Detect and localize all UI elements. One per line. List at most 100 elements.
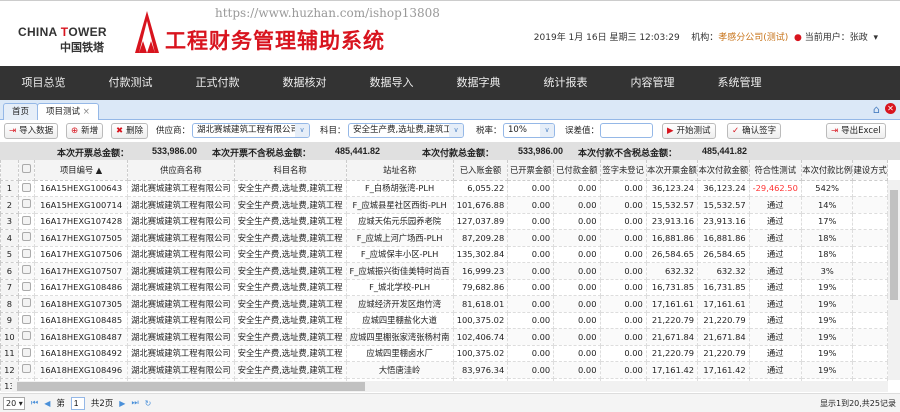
error-value-input[interactable] — [600, 123, 653, 138]
chevron-down-icon[interactable]: ∨ — [540, 124, 554, 137]
nav-item-reports[interactable]: 统计报表 — [543, 76, 588, 89]
column-header[interactable]: 本次付款金额 — [697, 160, 750, 181]
row-checkbox[interactable] — [17, 311, 36, 329]
table-cell: 0.00 — [507, 179, 555, 197]
table-row[interactable]: 7 16A17HEXG108486 湖北赛城建筑工程有限公司 安全生产费,选址费,建筑… — [0, 278, 888, 296]
table-cell: 0.00 — [599, 179, 647, 197]
table-cell: 湖北赛城建筑工程有限公司 — [127, 262, 235, 280]
table-row[interactable]: 10 16A18HEXG108487 湖北赛城建筑工程有限公司 安全生产费,选址费,建… — [0, 328, 888, 346]
import-data-button[interactable]: ⇥ 导入数据 — [4, 123, 59, 139]
row-checkbox[interactable] — [17, 344, 36, 362]
nav-item-data-check[interactable]: 数据核对 — [282, 76, 327, 89]
column-header[interactable]: 站址名称 — [345, 160, 454, 181]
confirm-sign-button[interactable]: ✓ 确认签字 — [727, 123, 782, 139]
table-cell: 安全生产费,选址费,建筑工程 — [233, 328, 347, 346]
export-excel-button[interactable]: ⇥ 导出Excel — [826, 123, 886, 139]
add-button[interactable]: ⊕ 新增 — [66, 123, 104, 139]
first-page-icon[interactable]: ⏮ — [31, 398, 39, 407]
page-input[interactable] — [70, 396, 85, 410]
nav-item-dictionary[interactable]: 数据字典 — [456, 76, 501, 89]
nav-item-content[interactable]: 内容管理 — [630, 76, 675, 89]
row-checkbox[interactable] — [17, 196, 36, 214]
table-row[interactable]: 8 16A18HEXG107305 湖北赛城建筑工程有限公司 安全生产费,选址费,建筑… — [0, 295, 888, 313]
table-row[interactable]: 3 16A17HEXG107428 湖北赛城建筑工程有限公司 安全生产费,选址费,建筑… — [0, 212, 888, 230]
table-cell: 83,976.34 — [452, 361, 509, 379]
chevron-down-icon[interactable]: ∨ — [449, 124, 463, 137]
current-user[interactable]: 当前用户：张政 — [804, 33, 868, 43]
table-row[interactable]: 2 16A15HEXG100714 湖北赛城建筑工程有限公司 安全生产费,选址费,建筑… — [0, 196, 888, 214]
next-page-icon[interactable]: ▶ — [119, 398, 126, 408]
supplier-select[interactable]: 湖北赛城建筑工程有限公司 ∨ — [192, 123, 310, 138]
tax-select[interactable]: 10% ∨ — [503, 123, 555, 138]
refresh-icon[interactable]: ↻ — [144, 398, 152, 408]
close-all-icon[interactable]: ✕ — [885, 103, 896, 114]
table-cell — [852, 212, 888, 230]
table-cell: 通过 — [748, 311, 802, 329]
horizontal-scrollbar[interactable] — [12, 381, 888, 392]
chevron-down-icon[interactable]: ∨ — [295, 124, 309, 137]
row-checkbox[interactable] — [17, 262, 36, 280]
page-size-select[interactable]: 20 ▾ — [3, 396, 25, 410]
column-header[interactable]: 本次付款比例 — [800, 160, 854, 181]
table-cell: 0.00 — [507, 344, 555, 362]
nav-item-payment-test[interactable]: 付款测试 — [108, 76, 153, 89]
subject-label: 科目： — [320, 126, 346, 136]
caret-down-icon[interactable]: ▾ — [870, 33, 878, 43]
row-checkbox[interactable] — [17, 328, 36, 346]
column-header[interactable]: 已开票金额 — [507, 160, 555, 181]
table-cell: 16A15HEXG100714 — [34, 196, 129, 214]
table-cell — [852, 361, 888, 379]
column-header[interactable]: 签字未登记 — [599, 160, 647, 181]
table-cell: 通过 — [748, 328, 802, 346]
column-header[interactable]: 本次开票金额 — [645, 160, 699, 181]
row-checkbox[interactable] — [17, 229, 36, 247]
table-cell: 0.00 — [599, 344, 647, 362]
table-row[interactable]: 11 16A18HEXG108492 湖北赛城建筑工程有限公司 安全生产费,选址费,建… — [0, 344, 888, 362]
nav-item-overview[interactable]: 项目总览 — [21, 76, 66, 89]
delete-button[interactable]: ✖ 删除 — [111, 123, 149, 139]
scroll-thumb[interactable] — [890, 190, 898, 300]
tab-project-test[interactable]: 项目测试 × — [37, 103, 99, 120]
table-cell: -29,462.50 — [748, 179, 802, 197]
scroll-thumb[interactable] — [17, 382, 365, 391]
row-number: 9 — [0, 311, 19, 329]
subject-select[interactable]: 安全生产费,选址费,建筑工程 ∨ — [348, 123, 464, 138]
column-header[interactable]: 建设方式 — [852, 160, 888, 181]
column-header[interactable]: 科目名称 — [233, 160, 347, 181]
column-header[interactable]: 供应商名称 — [127, 160, 235, 181]
select-all-checkbox[interactable] — [17, 160, 36, 181]
table-cell: 0.00 — [507, 229, 555, 247]
nav-item-data-import[interactable]: 数据导入 — [369, 76, 414, 89]
summary-bar: 本次开票总金额： 533,986.00 本次开票不含税总金额： 485,441.… — [0, 142, 900, 160]
prev-page-icon[interactable]: ◀ — [44, 398, 51, 408]
home-icon[interactable]: ⌂ — [873, 103, 880, 116]
table-row[interactable]: 1 16A15HEXG100643 湖北赛城建筑工程有限公司 安全生产费,选址费,建筑… — [0, 179, 888, 197]
row-checkbox[interactable] — [17, 278, 36, 296]
column-header[interactable]: 符合性测试 — [748, 160, 802, 181]
table-cell — [852, 245, 888, 263]
table-cell: 0.00 — [553, 344, 601, 362]
table-row[interactable]: 9 16A18HEXG108485 湖北赛城建筑工程有限公司 安全生产费,选址费,建筑… — [0, 311, 888, 329]
column-header[interactable]: 已付款金额 — [553, 160, 601, 181]
table-cell: 87,209.28 — [452, 229, 509, 247]
row-checkbox[interactable] — [17, 295, 36, 313]
table-row[interactable]: 4 16A17HEXG107505 湖北赛城建筑工程有限公司 安全生产费,选址费,建筑… — [0, 229, 888, 247]
nav-item-formal-payment[interactable]: 正式付款 — [195, 76, 240, 89]
vertical-scrollbar[interactable] — [888, 180, 900, 380]
table-row[interactable]: 12 16A18HEXG108496 湖北赛城建筑工程有限公司 安全生产费,选址费,建… — [0, 361, 888, 379]
row-checkbox[interactable] — [17, 179, 36, 197]
start-test-button[interactable]: ▶ 开始测试 — [662, 123, 716, 139]
row-checkbox[interactable] — [17, 212, 36, 230]
row-checkbox[interactable] — [17, 245, 36, 263]
close-tab-icon[interactable]: × — [82, 107, 90, 117]
table-cell: 17,161.42 — [697, 361, 750, 379]
last-page-icon[interactable]: ⏭ — [131, 398, 139, 407]
table-row[interactable]: 6 16A17HEXG107507 湖北赛城建筑工程有限公司 安全生产费,选址费,建筑… — [0, 262, 888, 280]
table-row[interactable]: 5 16A17HEXG107506 湖北赛城建筑工程有限公司 安全生产费,选址费,建筑… — [0, 245, 888, 263]
nav-item-system[interactable]: 系统管理 — [717, 76, 762, 89]
row-checkbox[interactable] — [17, 361, 36, 379]
column-header[interactable]: 已入账金额 — [452, 160, 509, 181]
column-header[interactable]: 项目编号 ▲ — [34, 160, 129, 181]
table-cell: 0.00 — [599, 361, 647, 379]
tab-home[interactable]: 首页 — [3, 103, 39, 120]
